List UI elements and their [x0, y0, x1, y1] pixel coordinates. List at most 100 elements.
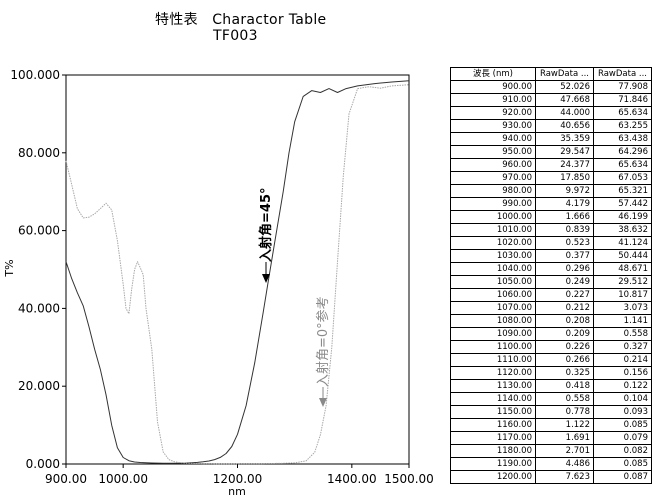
- cell-rawdata-2: 0.156: [593, 366, 652, 380]
- cell-wavelength: 1060.00: [450, 288, 536, 302]
- cell-wavelength: 1130.00: [450, 379, 536, 393]
- table-row: 1150.00 0.778 0.093: [450, 405, 652, 419]
- cell-rawdata-1: 0.227: [535, 288, 594, 302]
- cell-rawdata-2: 48.671: [593, 262, 652, 276]
- cell-rawdata-1: 4.486: [535, 457, 594, 471]
- table-row: 960.00 24.377 65.634: [450, 158, 652, 172]
- cell-rawdata-1: 0.249: [535, 275, 594, 289]
- cell-rawdata-1: 0.212: [535, 301, 594, 315]
- cell-wavelength: 1040.00: [450, 262, 536, 276]
- cell-rawdata-2: 57.442: [593, 197, 652, 211]
- cell-rawdata-1: 17.850: [535, 171, 594, 185]
- cell-wavelength: 900.00: [450, 80, 536, 94]
- cell-rawdata-1: 7.623: [535, 470, 594, 484]
- cell-rawdata-1: 1.666: [535, 210, 594, 224]
- cell-rawdata-2: 38.632: [593, 223, 652, 237]
- table-row: 1190.00 4.486 0.085: [450, 457, 652, 471]
- cell-rawdata-2: 3.073: [593, 301, 652, 315]
- table-row: 1090.00 0.209 0.558: [450, 327, 652, 341]
- cell-rawdata-1: 0.226: [535, 340, 594, 354]
- cell-wavelength: 1140.00: [450, 392, 536, 406]
- cell-rawdata-2: 0.079: [593, 431, 652, 445]
- cell-rawdata-1: 0.209: [535, 327, 594, 341]
- cell-wavelength: 1180.00: [450, 444, 536, 458]
- cell-rawdata-1: 4.179: [535, 197, 594, 211]
- cell-rawdata-2: 0.214: [593, 353, 652, 367]
- plot-frame: [65, 74, 410, 465]
- cell-wavelength: 990.00: [450, 197, 536, 211]
- cell-rawdata-1: 0.325: [535, 366, 594, 380]
- y-tick-label: 0.000: [26, 457, 60, 471]
- cell-rawdata-1: 47.668: [535, 93, 594, 107]
- cell-wavelength: 950.00: [450, 145, 536, 159]
- cell-wavelength: 920.00: [450, 106, 536, 120]
- column-header-wavelength: 波長 (nm): [450, 67, 536, 81]
- transmittance-chart: 0.000 20.000 40.000 60.000 80.000 100.000 900.…: [3, 68, 434, 498]
- cell-wavelength: 1010.00: [450, 223, 536, 237]
- cell-rawdata-1: 0.208: [535, 314, 594, 328]
- cell-wavelength: 1120.00: [450, 366, 536, 380]
- cell-rawdata-1: 0.523: [535, 236, 594, 250]
- cell-rawdata-1: 40.656: [535, 119, 594, 133]
- y-tick-label: 60.000: [18, 224, 60, 238]
- cell-wavelength: 1080.00: [450, 314, 536, 328]
- table-row: 970.00 17.850 67.053: [450, 171, 652, 185]
- cell-wavelength: 1070.00: [450, 301, 536, 315]
- cell-rawdata-1: 9.972: [535, 184, 594, 198]
- cell-wavelength: 910.00: [450, 93, 536, 107]
- cell-rawdata-1: 0.418: [535, 379, 594, 393]
- cell-wavelength: 980.00: [450, 184, 536, 198]
- series-line-0deg: [65, 84, 410, 465]
- data-table: 波長 (nm) RawData ... RawData ... 900.00 52…: [450, 67, 652, 484]
- cell-rawdata-2: 77.908: [593, 80, 652, 94]
- table-header-row: 波長 (nm) RawData ... RawData ...: [450, 67, 652, 81]
- table-row: 980.00 9.972 65.321: [450, 184, 652, 198]
- table-row: 930.00 40.656 63.255: [450, 119, 652, 133]
- cell-rawdata-2: 65.634: [593, 158, 652, 172]
- cell-wavelength: 1020.00: [450, 236, 536, 250]
- cell-wavelength: 930.00: [450, 119, 536, 133]
- cell-rawdata-2: 63.438: [593, 132, 652, 146]
- cell-rawdata-2: 65.634: [593, 106, 652, 120]
- x-tick-label: 1400.00: [327, 472, 377, 486]
- cell-rawdata-1: 24.377: [535, 158, 594, 172]
- annotation-0deg: 入射角=0°参考: [315, 296, 331, 387]
- cell-rawdata-1: 0.377: [535, 249, 594, 263]
- y-axis-label: T%: [3, 259, 16, 277]
- table-body: 900.00 52.026 77.908 910.00 47.668 71.846 920.…: [450, 80, 652, 484]
- table-row: 1010.00 0.839 38.632: [450, 223, 652, 237]
- cell-rawdata-2: 0.085: [593, 418, 652, 432]
- cell-wavelength: 1150.00: [450, 405, 536, 419]
- cell-rawdata-1: 52.026: [535, 80, 594, 94]
- cell-rawdata-2: 71.846: [593, 93, 652, 107]
- cell-wavelength: 970.00: [450, 171, 536, 185]
- table-row: 990.00 4.179 57.442: [450, 197, 652, 211]
- cell-rawdata-2: 0.558: [593, 327, 652, 341]
- page-title: 特性表 Charactor Table: [155, 12, 327, 28]
- cell-rawdata-2: 0.327: [593, 340, 652, 354]
- table-row: 1020.00 0.523 41.124: [450, 236, 652, 250]
- cell-rawdata-2: 64.296: [593, 145, 652, 159]
- cell-wavelength: 1170.00: [450, 431, 536, 445]
- series-line-45deg: [65, 80, 410, 464]
- y-tick-label: 20.000: [18, 379, 60, 393]
- table-row: 1140.00 0.558 0.104: [450, 392, 652, 406]
- cell-wavelength: 1110.00: [450, 353, 536, 367]
- cell-rawdata-1: 0.839: [535, 223, 594, 237]
- table-row: 1160.00 1.122 0.085: [450, 418, 652, 432]
- cell-rawdata-2: 63.255: [593, 119, 652, 133]
- table-row: 1050.00 0.249 29.512: [450, 275, 652, 289]
- cell-rawdata-2: 1.141: [593, 314, 652, 328]
- cell-rawdata-2: 10.817: [593, 288, 652, 302]
- cell-rawdata-1: 2.701: [535, 444, 594, 458]
- cell-rawdata-2: 0.085: [593, 457, 652, 471]
- table-row: 1030.00 0.377 50.444: [450, 249, 652, 263]
- table-row: 1170.00 1.691 0.079: [450, 431, 652, 445]
- cell-wavelength: 1200.00: [450, 470, 536, 484]
- cell-rawdata-1: 0.778: [535, 405, 594, 419]
- data-table-container: 波長 (nm) RawData ... RawData ... 900.00 52…: [450, 67, 652, 484]
- table-row: 900.00 52.026 77.908: [450, 80, 652, 94]
- cell-rawdata-2: 0.082: [593, 444, 652, 458]
- cell-wavelength: 940.00: [450, 132, 536, 146]
- table-row: 1110.00 0.266 0.214: [450, 353, 652, 367]
